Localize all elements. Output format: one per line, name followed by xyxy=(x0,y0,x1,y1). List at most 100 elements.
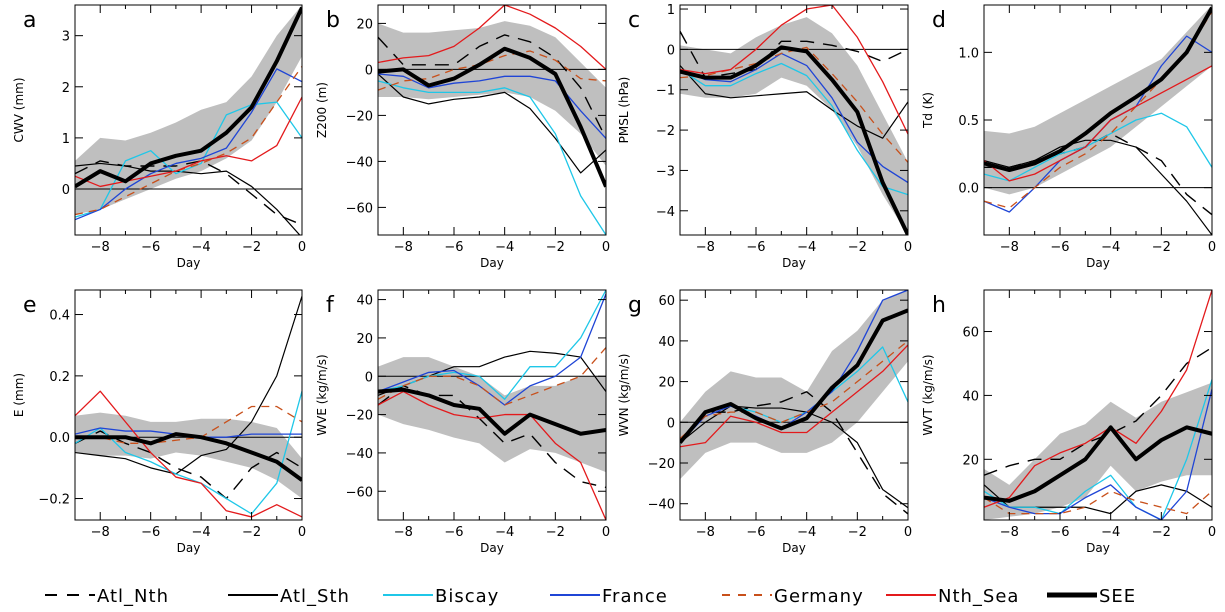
x-tick-label: −8 xyxy=(1000,525,1019,540)
x-tick-label: −8 xyxy=(696,240,715,255)
x-tick-label: −8 xyxy=(394,240,413,255)
y-tick-label: −20 xyxy=(346,409,373,424)
series-line-biscay xyxy=(984,379,1212,520)
axes-frame xyxy=(679,4,909,236)
x-tick-label: −6 xyxy=(746,240,765,255)
spread-envelope xyxy=(378,21,606,166)
y-tick-label: −60 xyxy=(346,201,373,216)
legend-label: Biscay xyxy=(435,586,499,607)
y-tick-label: −1 xyxy=(656,84,675,99)
series-line-france xyxy=(984,388,1212,520)
series-line-germany xyxy=(75,405,302,444)
axes-frame xyxy=(679,289,909,521)
x-tick-label: −4 xyxy=(797,525,816,540)
series-line-atl-sth xyxy=(75,162,301,235)
legend-label: Germany xyxy=(774,586,864,607)
panel-letter: f xyxy=(326,293,335,318)
x-tick-label: −2 xyxy=(546,240,565,255)
y-tick-label: 1 xyxy=(62,132,70,147)
x-tick-label: −2 xyxy=(242,525,261,540)
series-line-germany xyxy=(680,340,908,440)
x-axis-label: Day xyxy=(177,541,201,555)
y-tick-label: 20 xyxy=(356,332,373,347)
x-axis-label: Day xyxy=(782,256,806,270)
legend-label: France xyxy=(602,586,668,607)
x-tick-label: −6 xyxy=(141,240,160,255)
panel-letter: c xyxy=(628,8,640,33)
y-tick-label: 0 xyxy=(62,183,70,198)
plot-area xyxy=(984,290,1212,520)
x-tick-label: −2 xyxy=(848,240,867,255)
axes-frame xyxy=(74,4,303,236)
x-tick-label: −4 xyxy=(797,240,816,255)
spread-envelope xyxy=(75,412,302,499)
x-tick-label: −4 xyxy=(192,240,211,255)
series-line-biscay xyxy=(75,101,302,218)
x-tick-label: −8 xyxy=(696,525,715,540)
series-line-nth-sea xyxy=(984,65,1212,182)
axes-frame xyxy=(377,289,607,521)
y-tick-label: 0.4 xyxy=(49,309,70,324)
y-tick-label: 0.2 xyxy=(49,370,70,385)
plot-area xyxy=(680,290,908,515)
x-axis-label: Day xyxy=(480,256,504,270)
y-tick-label: −2 xyxy=(656,124,675,139)
x-tick-label: −2 xyxy=(1152,525,1171,540)
panel-letter: a xyxy=(23,8,36,33)
x-axis-label: Day xyxy=(1086,256,1110,270)
x-tick-label: −4 xyxy=(1101,240,1120,255)
y-axis-label: E (mm) xyxy=(12,373,26,417)
series-line-france xyxy=(75,68,302,221)
x-tick-label: −6 xyxy=(746,525,765,540)
spread-envelope xyxy=(680,17,908,235)
axes-frame xyxy=(377,4,607,236)
series-line-atl-nth xyxy=(984,346,1212,476)
y-axis-label: PMSL (hPa) xyxy=(617,77,631,144)
series-line-atl-sth xyxy=(680,65,908,139)
x-tick-label: 0 xyxy=(602,240,610,255)
x-tick-label: −2 xyxy=(546,525,565,540)
series-line-atl-sth xyxy=(75,295,302,475)
legend-item-germany: Germany xyxy=(722,586,864,607)
legend-label: Nth_Sea xyxy=(938,586,1019,607)
legend-label: Atl_Nth xyxy=(97,586,169,607)
series-line-atl-nth xyxy=(680,30,908,79)
series-line-see xyxy=(378,387,606,436)
x-tick-label: 0 xyxy=(1208,240,1216,255)
legend-item-france: France xyxy=(550,586,668,607)
plot-area xyxy=(984,5,1212,235)
series-line-biscay xyxy=(75,391,302,515)
axes-frame xyxy=(983,289,1213,521)
panel-letter: h xyxy=(932,293,946,318)
y-tick-label: 0 xyxy=(667,43,675,58)
axes-frame xyxy=(74,289,303,521)
spread-envelope xyxy=(984,5,1212,195)
series-line-germany xyxy=(378,50,606,91)
y-axis-label: Td (K) xyxy=(921,92,935,129)
series-line-atl-nth xyxy=(75,430,302,500)
y-tick-label: 3 xyxy=(62,30,70,45)
x-tick-label: −8 xyxy=(91,525,110,540)
y-axis-label: WVN (kg/m/s) xyxy=(617,354,631,437)
panel-a: −8 −6 −4 −2 0 0 1 2 3 Day CWV (mm) a xyxy=(12,4,306,270)
legend-label: SEE xyxy=(1099,586,1136,607)
y-tick-label: 20 xyxy=(962,453,979,468)
series-line-see xyxy=(680,45,908,235)
series-line-france xyxy=(680,52,908,184)
series-line-nth-sea xyxy=(75,390,302,518)
y-tick-label: 0 xyxy=(365,370,373,385)
series-line-germany xyxy=(378,347,606,406)
legend-item-see: SEE xyxy=(1047,586,1136,607)
series-line-nth-sea xyxy=(378,390,606,520)
panel-letter: d xyxy=(932,8,946,33)
x-tick-label: 0 xyxy=(602,525,610,540)
y-tick-label: 40 xyxy=(658,335,675,350)
series-line-germany xyxy=(984,490,1212,515)
legend: Atl_Nth Atl_Sth Biscay France Germany Nth_Sea… xyxy=(45,586,1136,607)
y-tick-label: −4 xyxy=(656,205,675,220)
y-tick-label: −40 xyxy=(346,155,373,170)
panel-letter: e xyxy=(23,293,37,318)
x-tick-label: 0 xyxy=(1208,525,1216,540)
